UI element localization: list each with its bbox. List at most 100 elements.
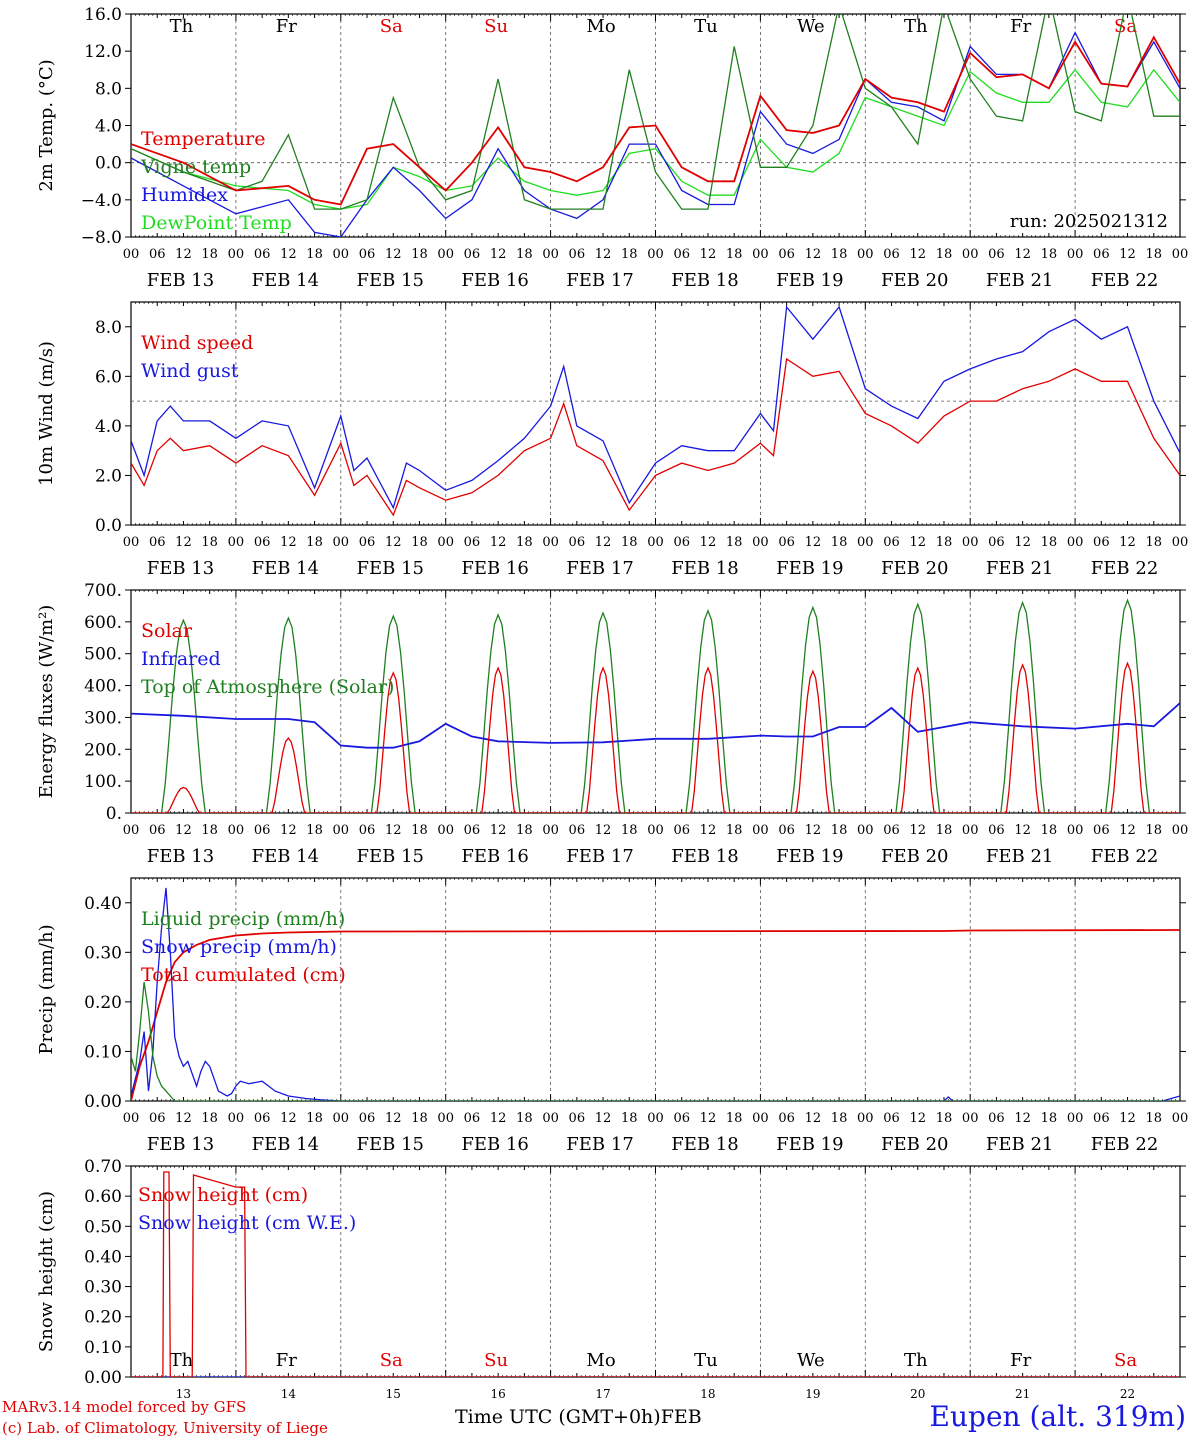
hour-tick-label: 12 [385,1111,402,1126]
hour-tick-label: 00 [962,1111,979,1126]
hour-tick-label: 06 [988,247,1005,262]
day-label: FEB 14 [252,558,319,579]
legend-entry: Humidex [141,184,228,206]
hour-tick-label: 18 [516,247,533,262]
hour-tick-label: 18 [516,1111,533,1126]
hour-tick-label: 12 [175,535,192,550]
legend-entry: Top of Atmosphere (Solar) [141,676,394,698]
hour-tick-label: 18 [726,1111,743,1126]
y-tick-label: 0.10 [84,1042,122,1062]
hour-tick-label: 12 [1014,535,1031,550]
hour-tick-label: 18 [621,823,638,838]
y-axis-label: Snow height (cm) [36,1191,57,1352]
series-line-infrared [131,702,1180,749]
hour-tick-label: 06 [464,535,481,550]
day-label: FEB 19 [776,1134,843,1155]
y-axis-label: Precip (mm/h) [36,924,57,1054]
hour-tick-label: 12 [700,823,717,838]
date-label: 16 [491,1387,506,1401]
hour-tick-label: 00 [542,1111,559,1126]
hour-tick-label: 12 [595,247,612,262]
y-tick-label: 0.00 [84,1368,122,1388]
hour-tick-label: 00 [752,535,769,550]
y-tick-label: 0.40 [84,894,122,914]
day-label: FEB 15 [357,558,424,579]
hour-tick-label: 18 [1146,247,1163,262]
hour-tick-label: 00 [333,535,350,550]
day-label: FEB 19 [776,846,843,867]
legend-entry: Total cumulated (cm) [141,964,346,986]
plot-frame [130,301,1181,526]
hour-tick-label: 06 [254,823,271,838]
day-label: FEB 17 [566,558,633,579]
copyright-credit: (c) Lab. of Climatology, University of L… [2,1419,328,1437]
y-tick-label: 4.0 [95,117,122,137]
series-line-liquid-precip-mm-h- [131,982,1180,1101]
hour-tick-label: 06 [883,247,900,262]
y-tick-label: 100. [84,772,122,792]
hour-tick-label: 00 [752,1111,769,1126]
hour-tick-label: 00 [1067,823,1084,838]
day-label: FEB 16 [461,846,528,867]
weekday-label: Sa [1114,1350,1137,1371]
weekday-label: Fr [276,1350,297,1371]
y-tick-label: −4.0 [81,191,122,211]
day-label: FEB 22 [1091,270,1158,291]
y-tick-label: 0. [106,804,122,824]
hour-tick-label: 06 [988,535,1005,550]
date-label: 17 [595,1387,610,1401]
day-label: FEB 13 [147,846,214,867]
y-tick-label: 4.0 [95,417,122,437]
hour-tick-label: 18 [306,1111,323,1126]
hour-tick-label: 18 [621,1111,638,1126]
hour-tick-label: 12 [175,823,192,838]
hour-tick-label: 12 [909,535,926,550]
hour-tick-label: 12 [1014,823,1031,838]
legend-entry: DewPoint Temp [141,212,292,234]
hour-tick-label: 12 [909,1111,926,1126]
y-tick-label: 16.0 [84,5,122,25]
day-label: FEB 17 [566,270,633,291]
hour-tick-label: 18 [621,247,638,262]
day-label: FEB 20 [881,270,948,291]
day-label: FEB 14 [252,846,319,867]
hour-tick-label: 06 [359,823,376,838]
hour-tick-label: 12 [385,823,402,838]
hour-tick-label: 06 [673,535,690,550]
hour-tick-label: 06 [1093,247,1110,262]
day-label: FEB 16 [461,1134,528,1155]
hour-tick-label: 00 [647,535,664,550]
y-tick-label: 0.60 [84,1187,122,1207]
series-line-top-of-atmosphere-solar- [131,598,1180,813]
model-credit: MARv3.14 model forced by GFS [2,1398,247,1416]
hour-tick-label: 00 [857,535,874,550]
hour-tick-label: 12 [700,1111,717,1126]
day-label: FEB 22 [1091,1134,1158,1155]
day-label: FEB 18 [671,1134,738,1155]
hour-tick-label: 12 [280,1111,297,1126]
hour-tick-label: 06 [778,535,795,550]
hour-tick-label: 00 [857,247,874,262]
hour-tick-label: 12 [595,1111,612,1126]
weekday-label: Mo [586,16,615,37]
day-label: FEB 18 [671,558,738,579]
hour-tick-label: 12 [1014,247,1031,262]
panel-precip: 0.00 0.10 0.20 0.30 0.40 Precip (mm/h) 00 06 12 1… [36,877,1188,1155]
hour-tick-label: 18 [516,823,533,838]
hour-tick-label: 00 [228,247,245,262]
hour-tick-label: 00 [123,1111,140,1126]
hour-tick-label: 06 [883,823,900,838]
y-tick-label: 0.0 [95,154,122,174]
hour-tick-label: 06 [149,247,166,262]
series-line-snow-precip-mm-h- [131,887,1180,1101]
y-tick-label: 600. [84,613,122,633]
hour-tick-label: 06 [569,535,586,550]
hour-tick-label: 12 [909,247,926,262]
day-label: FEB 17 [566,1134,633,1155]
date-label: 14 [281,1387,297,1401]
hour-tick-label: 18 [1146,535,1163,550]
hour-tick-label: 06 [569,1111,586,1126]
hour-tick-label: 00 [647,247,664,262]
date-label: 18 [700,1387,715,1401]
y-tick-label: 500. [84,645,122,665]
